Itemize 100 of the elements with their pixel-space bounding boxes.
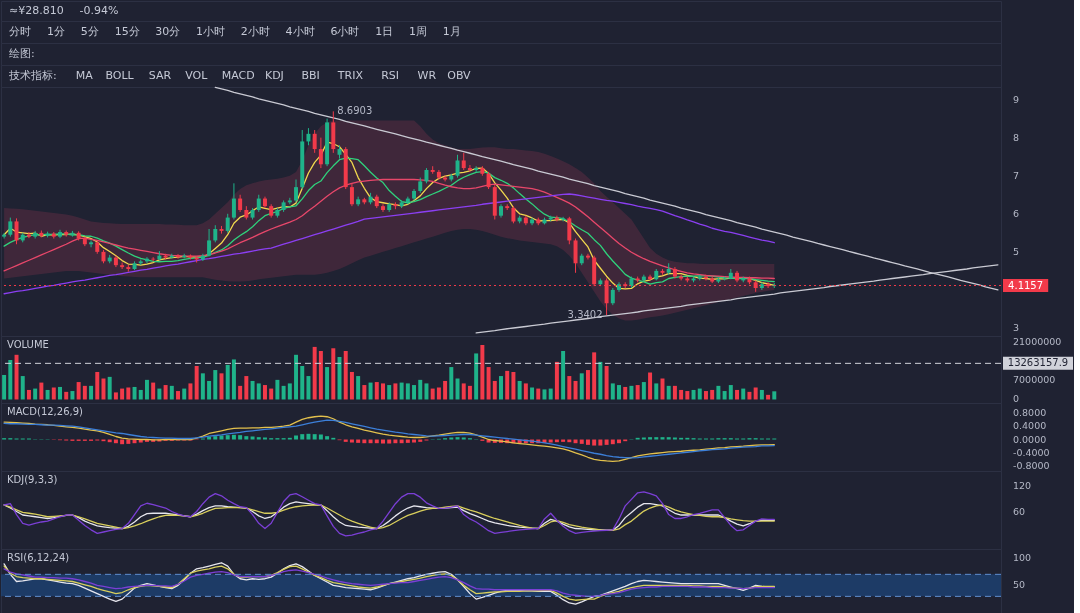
y-tick-label: 60 bbox=[1013, 506, 1026, 518]
bar bbox=[635, 385, 640, 400]
bar bbox=[405, 383, 410, 400]
bar bbox=[610, 383, 615, 400]
bar bbox=[33, 388, 38, 400]
text: BBI bbox=[301, 69, 320, 82]
bar bbox=[741, 388, 746, 400]
text: OBV bbox=[447, 69, 472, 82]
candlestick bbox=[381, 203, 385, 213]
bar bbox=[163, 385, 168, 400]
bar bbox=[8, 359, 13, 400]
y-tick-label: 5 bbox=[1013, 245, 1020, 257]
bar bbox=[648, 372, 653, 400]
y-tick-label: 0.0000 bbox=[1013, 433, 1047, 445]
bar bbox=[679, 389, 684, 400]
bar bbox=[530, 387, 535, 400]
bar bbox=[492, 380, 497, 400]
y-tick-label: 0 bbox=[1013, 393, 1020, 405]
bar bbox=[194, 365, 199, 400]
bar bbox=[486, 367, 491, 400]
bar bbox=[623, 386, 628, 400]
text: -0.94% bbox=[79, 4, 119, 17]
bar bbox=[182, 388, 187, 400]
text: TRIX bbox=[336, 69, 364, 82]
candlestick bbox=[759, 281, 764, 291]
candlestick bbox=[467, 164, 472, 173]
y-tick-label: 0.8000 bbox=[1013, 406, 1047, 418]
bar bbox=[120, 388, 125, 400]
candlestick bbox=[89, 239, 94, 248]
text: 1日 bbox=[375, 25, 394, 38]
bar bbox=[430, 388, 435, 400]
y-tick-label: 7000000 bbox=[1013, 374, 1056, 386]
bar bbox=[225, 364, 230, 400]
bar bbox=[418, 379, 423, 400]
bar bbox=[735, 389, 740, 400]
y-tick-label: 9 bbox=[1013, 93, 1020, 105]
bar bbox=[306, 376, 311, 400]
bar bbox=[561, 350, 566, 400]
bar bbox=[703, 391, 708, 400]
y-tick-label: 21000000 bbox=[1013, 336, 1062, 348]
bar bbox=[598, 361, 603, 400]
y-tick-label: 6 bbox=[1013, 207, 1020, 219]
bar bbox=[300, 365, 305, 400]
annotation: 3.3402 bbox=[567, 309, 603, 321]
bar bbox=[368, 382, 373, 400]
candlestick bbox=[567, 216, 572, 245]
bar bbox=[144, 379, 149, 400]
bar bbox=[474, 353, 479, 400]
bar bbox=[542, 389, 547, 400]
candlestick bbox=[225, 213, 230, 234]
bar bbox=[58, 386, 62, 400]
candlestick bbox=[26, 231, 31, 239]
text: MACD bbox=[221, 69, 255, 82]
text: 1分 bbox=[47, 25, 65, 38]
bar bbox=[672, 385, 677, 400]
y-tick-label: 7 bbox=[1013, 169, 1020, 181]
bar bbox=[362, 385, 367, 400]
y-tick-label: 100 bbox=[1013, 551, 1032, 563]
y-tick-label: 50 bbox=[1013, 579, 1026, 591]
text: VOL bbox=[185, 69, 209, 82]
bar bbox=[70, 391, 75, 400]
text: 2小时 bbox=[240, 25, 270, 38]
bar bbox=[772, 391, 777, 400]
bar bbox=[381, 383, 385, 400]
bar bbox=[374, 382, 379, 400]
bar bbox=[39, 382, 44, 400]
candlestick bbox=[120, 262, 125, 270]
bar bbox=[188, 383, 193, 400]
y-tick-label: 8 bbox=[1013, 131, 1020, 143]
text: WR bbox=[417, 69, 437, 82]
bar bbox=[585, 370, 590, 400]
bar bbox=[331, 348, 336, 400]
bar bbox=[617, 385, 621, 400]
bar bbox=[449, 367, 454, 400]
bar bbox=[107, 376, 112, 400]
candlestick bbox=[679, 274, 684, 281]
bar bbox=[424, 383, 429, 400]
text: 4小时 bbox=[285, 25, 315, 38]
bar bbox=[666, 385, 671, 400]
bar bbox=[759, 389, 764, 400]
text: 15分 bbox=[114, 25, 140, 38]
bar bbox=[101, 378, 106, 400]
text: 绘图: bbox=[9, 47, 35, 60]
line-series bbox=[3, 178, 775, 280]
bar bbox=[89, 385, 94, 400]
y-tick-label: 0.4000 bbox=[1013, 420, 1047, 432]
bar bbox=[393, 383, 398, 400]
bar bbox=[443, 380, 448, 400]
bar bbox=[517, 380, 522, 400]
bar bbox=[312, 346, 317, 400]
text: BOLL bbox=[105, 69, 135, 82]
chart-title: MACD(12,26,9) bbox=[7, 406, 84, 417]
bar bbox=[604, 365, 609, 400]
bar bbox=[95, 371, 100, 400]
bar bbox=[412, 385, 417, 400]
bar bbox=[176, 391, 181, 400]
bar bbox=[169, 385, 174, 400]
candlestick bbox=[8, 217, 13, 238]
y-tick-label: 3 bbox=[1013, 322, 1020, 333]
bar bbox=[275, 379, 280, 400]
